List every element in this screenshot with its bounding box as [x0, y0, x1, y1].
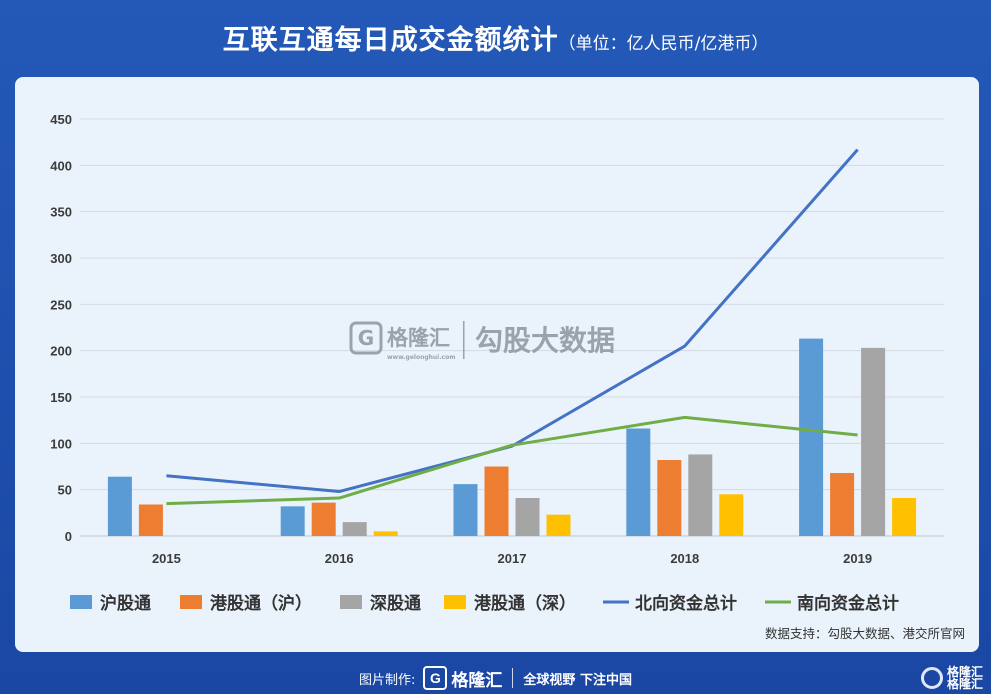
watermark-divider: [463, 321, 465, 359]
bar: [453, 484, 478, 536]
bar: [688, 454, 713, 536]
watermark: G 格隆汇 www.gelonghui.com 勾股大数据: [349, 321, 615, 361]
x-tick-label: 2017: [498, 551, 527, 566]
bar: [138, 504, 163, 536]
legend-swatch: [340, 595, 362, 609]
legend-swatch: [180, 595, 202, 609]
chart-title-unit: （单位：亿人民币/亿港币）: [558, 34, 769, 54]
watermark-brand: 格隆汇: [387, 326, 450, 350]
bar: [830, 472, 855, 536]
legend-label: 沪股通: [100, 593, 151, 614]
legend-swatch: [444, 595, 466, 609]
bar: [546, 514, 571, 536]
chart-svg: 0 50 100 150 200 250 300 350 400 450 G 格隆汇 www.ge…: [50, 112, 944, 614]
chart-card: 0 50 100 150 200 250 300 350 400 450 G 格隆汇 www.ge…: [15, 77, 979, 652]
y-tick-label: 250: [50, 297, 72, 312]
chart-lines: [166, 148, 859, 506]
legend-label: 港股通（深）: [474, 593, 576, 614]
footer-made-by: 图片制作:: [359, 672, 416, 688]
series-line: [166, 415, 858, 506]
legend-label: 港股通（沪）: [210, 593, 312, 614]
corner-text-line2: 格隆汇: [946, 677, 983, 691]
y-tick-label: 0: [65, 529, 72, 544]
y-tick-label: 50: [58, 483, 72, 498]
gelonghui-logo-icon: G: [423, 666, 448, 690]
legend-label: 北向资金总计: [635, 593, 737, 614]
bar: [892, 498, 917, 536]
bar: [626, 428, 651, 536]
data-source: 数据支持：勾股大数据、港交所官网: [764, 626, 965, 641]
y-tick-label: 100: [50, 436, 72, 451]
bar: [799, 338, 824, 536]
legend-swatch: [70, 595, 92, 609]
y-tick-label: 300: [50, 251, 72, 266]
legend-label: 深股通: [370, 593, 421, 614]
footer-slogan: 全球视野 下注中国: [523, 672, 632, 688]
footer-divider: [512, 668, 514, 688]
corner-logo-icon: [920, 667, 943, 689]
x-axis-ticks: 2015 2016 2017 2018 2019: [152, 551, 872, 566]
series-line: [166, 148, 859, 494]
y-axis-ticks: 0 50 100 150 200 250 300 350 400 450: [50, 112, 72, 544]
watermark-logo-letter: G: [358, 326, 374, 350]
corner-text: 格隆汇 格隆汇: [947, 666, 983, 690]
watermark-url: www.gelonghui.com: [387, 354, 455, 361]
chart-legend: 沪股通 港股通（沪） 深股通 港股通（深） 北向资金总计 南向资金总计: [70, 593, 899, 614]
bar: [342, 522, 367, 536]
y-tick-label: 450: [50, 112, 72, 127]
chart-grid: [80, 118, 944, 537]
watermark-text: 勾股大数据: [475, 324, 615, 357]
x-tick-label: 2016: [325, 551, 354, 566]
y-tick-label: 400: [50, 158, 72, 173]
bar: [484, 466, 509, 536]
footer-brand: 格隆汇: [451, 670, 503, 691]
chart-title-main: 互联互通每日成交金额统计: [222, 25, 559, 56]
bar: [280, 506, 305, 536]
watermark-logo-icon: [349, 321, 383, 355]
footer: 图片制作: G 格隆汇 全球视野 下注中国: [0, 662, 991, 694]
x-tick-label: 2019: [843, 551, 872, 566]
x-tick-label: 2018: [670, 551, 699, 566]
bar: [311, 502, 336, 536]
chart-title: 互联互通每日成交金额统计（单位：亿人民币/亿港币）: [0, 18, 991, 57]
bar: [657, 460, 682, 536]
bar: [515, 498, 540, 536]
bar: [719, 494, 744, 536]
legend-label: 南向资金总计: [797, 593, 899, 614]
y-tick-label: 150: [50, 390, 72, 405]
corner-text-line1: 格隆汇: [946, 665, 983, 679]
bar: [107, 476, 132, 536]
bar: [861, 347, 886, 536]
y-tick-label: 200: [50, 344, 72, 359]
corner-badge: 格隆汇 格隆汇: [920, 666, 983, 690]
y-tick-label: 350: [50, 205, 72, 220]
chart-bars: [107, 338, 917, 536]
x-tick-label: 2015: [152, 551, 181, 566]
bar: [373, 531, 398, 536]
